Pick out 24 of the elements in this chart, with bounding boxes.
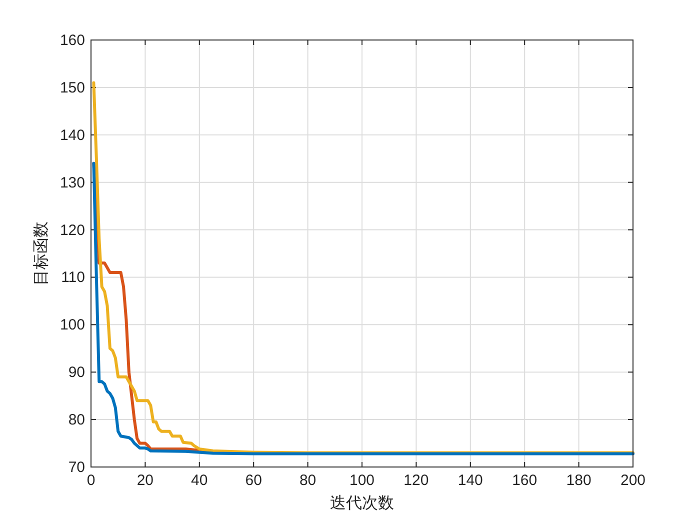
y-tick-label: 160 [60, 32, 85, 49]
x-tick-label: 60 [245, 472, 262, 489]
y-tick-label: 110 [61, 269, 85, 286]
x-tick-label: 180 [566, 472, 592, 489]
x-tick-label: 120 [404, 472, 429, 489]
y-tick-label: 70 [68, 459, 85, 476]
x-tick-label: 200 [620, 472, 646, 489]
x-axis-title: 迭代次数 [330, 494, 394, 512]
y-tick-label: 120 [60, 222, 85, 239]
y-tick-label: 150 [60, 79, 85, 96]
y-axis-title: 目标函数 [33, 222, 50, 286]
y-tick-label: 100 [60, 316, 85, 334]
y-tick-label: 140 [60, 126, 85, 144]
x-tick-label: 160 [512, 472, 538, 489]
y-tick-label: 130 [60, 174, 85, 192]
x-tick-label: 100 [349, 472, 375, 489]
y-tick-label: 90 [68, 364, 85, 382]
x-tick-label: 20 [136, 472, 154, 489]
x-tick-label: 40 [191, 472, 208, 489]
y-tick-label: 80 [68, 412, 85, 429]
x-tick-label: 80 [299, 472, 316, 489]
line-series [92, 162, 634, 456]
x-tick-label: 0 [86, 472, 96, 489]
x-tick-label: 140 [458, 472, 483, 489]
